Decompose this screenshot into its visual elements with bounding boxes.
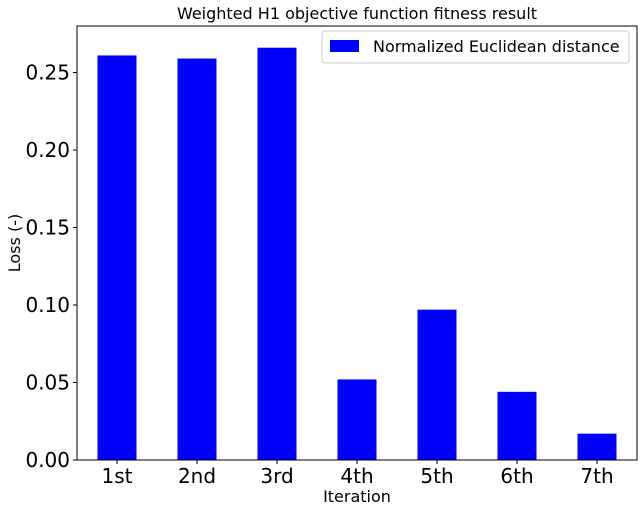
- bar-4th: [337, 379, 377, 460]
- x-tick-label: 6th: [500, 464, 533, 488]
- bar-1st: [97, 55, 137, 460]
- y-tick-label: 0.10: [25, 293, 70, 317]
- legend-frame: [321, 30, 630, 64]
- bar-7th: [577, 433, 617, 460]
- x-tick-label: 7th: [580, 464, 613, 488]
- legend: Normalized Euclidean distance: [321, 30, 630, 64]
- axes-layer: 1st 2nd 3rd 4th 5th 6th 7th 0.00 0.05 0.10 0.15 0.2…: [25, 25, 638, 488]
- bar-5th: [417, 309, 457, 460]
- bar-6th: [497, 391, 537, 460]
- legend-label: Normalized Euclidean distance: [373, 37, 620, 56]
- x-tick-label: 2nd: [178, 464, 216, 488]
- x-tick-label: 1st: [102, 464, 133, 488]
- y-tick-label: 0.15: [25, 216, 70, 240]
- bar-2nd: [177, 58, 217, 461]
- y-tick-label: 0.05: [25, 371, 70, 395]
- x-tick-label: 5th: [420, 464, 453, 488]
- y-tick-label: 0.25: [25, 61, 70, 85]
- y-tick-label: 0.20: [25, 138, 70, 162]
- chart-title: Weighted H1 objective function fitness r…: [177, 4, 537, 23]
- x-axis-label: Iteration: [323, 487, 391, 506]
- x-tick-label: 4th: [340, 464, 373, 488]
- bar-3rd: [257, 47, 297, 460]
- bars-layer: [97, 47, 617, 461]
- legend-swatch: [330, 40, 359, 52]
- x-tick-label: 3rd: [260, 464, 293, 488]
- y-axis-label: Loss (-): [5, 214, 24, 272]
- y-tick-label: 0.00: [25, 448, 70, 472]
